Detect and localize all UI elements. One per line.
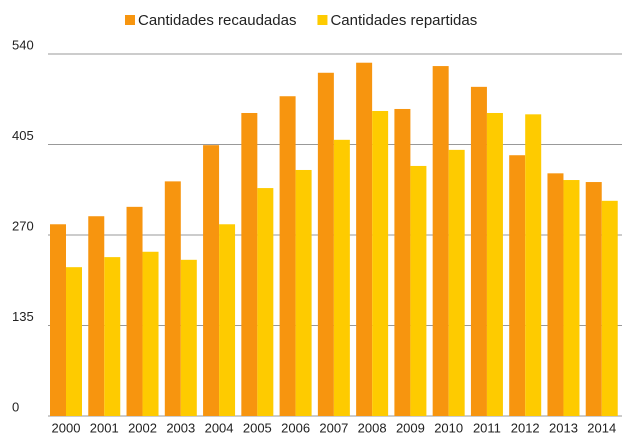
legend-swatch [125, 15, 135, 25]
x-tick-label: 2006 [281, 420, 310, 435]
bar [66, 267, 82, 416]
bar [164, 181, 181, 416]
bar [470, 86, 487, 416]
x-tick-label: 2008 [358, 420, 387, 435]
x-tick-label: 2003 [166, 420, 195, 435]
bar [142, 251, 159, 416]
bar [317, 72, 334, 416]
legend-swatch [317, 15, 328, 25]
x-tick-label: 2007 [319, 420, 348, 435]
bar [563, 180, 580, 416]
bar [585, 182, 602, 416]
bar [203, 145, 220, 417]
x-tick-label: 2000 [52, 420, 81, 435]
y-tick-label: 270 [12, 218, 34, 233]
bar [50, 224, 66, 416]
bar [219, 224, 236, 416]
x-tick-label: 2005 [243, 420, 272, 435]
bar [601, 200, 618, 416]
y-tick-label: 135 [12, 309, 34, 324]
bar [547, 173, 564, 416]
x-tick-label: 2002 [128, 420, 157, 435]
bar [104, 257, 121, 416]
legend-label: Cantidades recaudadas [138, 12, 296, 29]
bar [88, 216, 105, 416]
bar [509, 155, 526, 416]
bar [241, 112, 258, 417]
x-tick-label: 2004 [205, 420, 234, 435]
bar [257, 188, 274, 416]
legend-label: Cantidades repartidas [330, 12, 477, 29]
bar [525, 114, 542, 416]
bar [126, 206, 143, 416]
bar [486, 112, 503, 417]
bar [333, 139, 350, 416]
x-tick-label: 2009 [396, 420, 425, 435]
bar [432, 66, 449, 417]
x-tick-label: 2012 [511, 420, 540, 435]
bar [279, 96, 296, 416]
x-tick-label: 2014 [587, 420, 616, 435]
y-tick-label: 540 [12, 37, 34, 52]
x-tick-label: 2010 [434, 420, 463, 435]
bar [372, 110, 389, 417]
bar [410, 165, 427, 416]
y-tick-label: 0 [12, 399, 19, 414]
bar [180, 259, 197, 416]
bar [394, 108, 411, 416]
y-tick-label: 405 [12, 128, 34, 143]
x-tick-label: 2001 [90, 420, 119, 435]
bar [295, 169, 312, 416]
x-tick-label: 2011 [473, 420, 501, 435]
x-tick-label: 2013 [549, 420, 578, 435]
bar [448, 149, 465, 416]
bar [356, 62, 373, 416]
